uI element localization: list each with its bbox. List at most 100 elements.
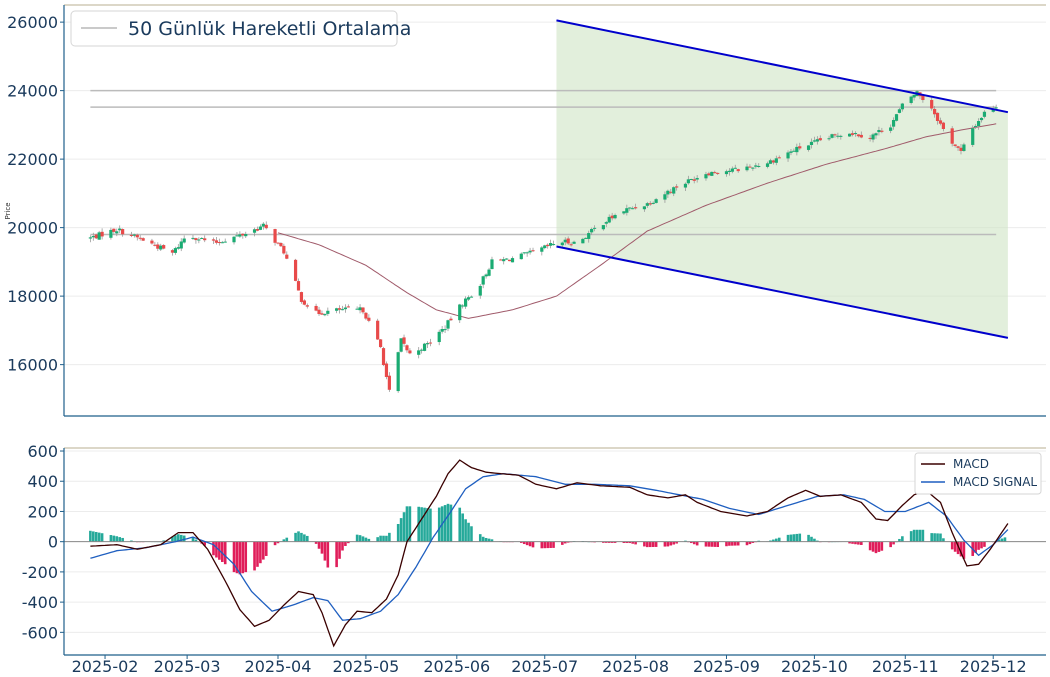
histogram-bar: [402, 512, 406, 542]
candle-body: [713, 172, 717, 174]
candle-body: [510, 258, 515, 263]
candle-body: [880, 130, 884, 132]
histogram-bar: [481, 536, 485, 542]
candle-body: [540, 247, 544, 252]
candle-body: [868, 137, 872, 139]
histogram-bar: [162, 540, 165, 542]
candle-body: [378, 339, 383, 348]
candle-body: [176, 247, 180, 249]
histogram-bar: [484, 537, 488, 542]
histogram-bar: [628, 541, 632, 544]
candle-body: [900, 103, 904, 110]
candle-body: [323, 314, 327, 316]
price-ytick-label: 22000: [7, 150, 58, 169]
histogram-bar: [602, 541, 605, 543]
candle-body: [335, 308, 339, 311]
histogram-bar: [238, 541, 242, 575]
candle-body: [481, 276, 485, 285]
histogram-bar: [543, 541, 547, 549]
histogram-bar: [423, 507, 426, 542]
histogram-bar: [174, 535, 177, 542]
candle-body: [692, 179, 696, 181]
candle-body: [730, 168, 734, 172]
candle-body: [358, 307, 362, 311]
candle-body: [490, 259, 494, 270]
histogram-bar: [909, 531, 913, 542]
candle-body: [765, 163, 770, 167]
candle-body: [302, 300, 306, 305]
candle-body: [402, 337, 406, 344]
histogram-bar: [748, 541, 752, 545]
macd-ytick-label: -200: [22, 563, 58, 582]
histogram-bar: [651, 541, 655, 547]
candle-body: [839, 135, 843, 137]
candle-body: [258, 226, 262, 230]
candle-body: [337, 308, 342, 310]
histogram-bar: [446, 503, 450, 542]
candle-body: [938, 120, 943, 124]
histogram-bar: [769, 540, 772, 542]
histogram-bar: [871, 541, 875, 552]
candle-body: [654, 199, 658, 203]
histogram-bar: [546, 541, 549, 549]
candle-body: [897, 109, 902, 113]
candle-body: [153, 244, 157, 246]
candle-body: [211, 239, 216, 241]
candle-body: [546, 244, 550, 247]
candlesticks: [88, 90, 998, 393]
candle-body: [170, 250, 175, 253]
histogram-bar: [930, 533, 933, 542]
candle-body: [522, 252, 526, 254]
candle-body: [381, 348, 386, 366]
candle-body: [238, 234, 242, 237]
candle-body: [94, 234, 98, 239]
histogram-bar: [707, 541, 711, 547]
candle-body: [396, 352, 400, 392]
histogram-bar: [303, 534, 306, 542]
candle-body: [601, 225, 605, 230]
candle-body: [273, 229, 277, 243]
candle-body: [525, 252, 529, 254]
histogram-bar: [177, 534, 180, 542]
moving-average-line: [277, 123, 997, 319]
candle-body: [622, 211, 626, 214]
candle-body: [727, 170, 732, 173]
candle-body: [563, 239, 567, 243]
candle-body: [121, 229, 125, 235]
histogram-bar: [259, 541, 262, 564]
candle-body: [707, 173, 711, 176]
xtick-label: 2025-10: [781, 657, 848, 676]
histogram-bar: [130, 540, 133, 542]
candle-body: [179, 241, 183, 249]
histogram-bar: [625, 541, 629, 544]
histogram-bar: [953, 541, 957, 552]
candle-body: [645, 203, 649, 206]
histogram-bar: [736, 541, 740, 546]
candle-body: [736, 169, 740, 172]
histogram-bar: [276, 541, 280, 544]
xtick-label: 2025-02: [72, 657, 139, 676]
histogram-bar: [379, 535, 382, 542]
xtick-label: 2025-07: [511, 657, 578, 676]
candle-body: [704, 174, 708, 179]
histogram-bar: [666, 541, 670, 547]
histogram-bar: [92, 531, 95, 542]
candle-body: [566, 238, 570, 244]
candle-body: [930, 100, 934, 109]
histogram-bar: [798, 533, 802, 542]
candle-body: [889, 127, 893, 131]
histogram-bar: [663, 541, 667, 547]
candle-body: [197, 239, 201, 241]
candle-body: [786, 152, 790, 159]
candle-body: [604, 222, 608, 224]
histogram-bar: [282, 539, 286, 542]
histogram-bar: [531, 541, 535, 548]
candle-body: [874, 133, 878, 136]
histogram-bar: [901, 536, 904, 542]
candle-body: [364, 312, 368, 319]
candle-body: [748, 166, 752, 168]
histogram-bar: [262, 541, 265, 560]
candle-body: [962, 144, 966, 151]
histogram-bar: [816, 540, 819, 542]
histogram-bar: [745, 541, 749, 546]
